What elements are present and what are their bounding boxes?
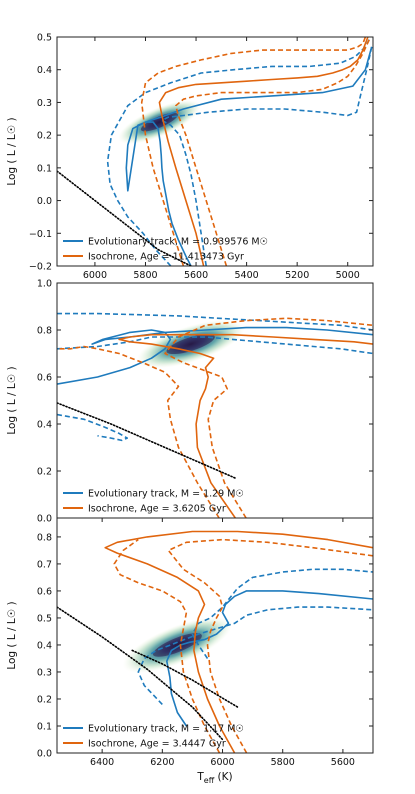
x-tick-label: 5600 <box>331 757 355 768</box>
panel-top-frame <box>56 36 374 267</box>
x-tick-label: 5400 <box>235 270 259 281</box>
y-tick-label: 0.1 <box>37 721 52 732</box>
isochrone-dashed-line <box>140 37 367 266</box>
legend-label-track: Evolutionary track, M = 1.17 M☉ <box>88 724 244 735</box>
y-tick-label: −0.1 <box>29 229 52 240</box>
panel-top-legend: Evolutionary track, M = 0.939576 M☉ Isoch… <box>63 237 268 263</box>
track-dashed-line <box>161 46 373 266</box>
x-tick-label: 6200 <box>150 757 174 768</box>
y-tick-label: 0.5 <box>37 613 52 624</box>
y-tick-label: 0.6 <box>37 373 52 384</box>
track-dashed-line <box>57 336 373 355</box>
y-tick-label: 0.4 <box>37 640 52 651</box>
y-tick-label: 0.8 <box>37 326 52 337</box>
panel-middle-ylabel: Log ( L / L☉ ) <box>6 366 18 434</box>
density-cloud-core <box>152 633 202 657</box>
y-tick-label: 0.0 <box>37 514 52 525</box>
isochrone-line <box>158 37 369 266</box>
legend-label-track: Evolutionary track, M = 0.939576 M☉ <box>88 237 268 248</box>
y-tick-label: 0.0 <box>37 196 52 207</box>
main-sequence-line <box>131 649 239 708</box>
y-tick-label: 0.7 <box>37 559 52 570</box>
y-tick-label: 0.1 <box>37 163 52 174</box>
main-sequence-line <box>57 402 237 479</box>
track-line <box>125 46 373 266</box>
y-tick-label: 0.0 <box>37 749 52 760</box>
track-dashed-line <box>106 37 372 266</box>
y-tick-label: 0.4 <box>37 65 52 76</box>
x-tick-label: 6000 <box>83 270 107 281</box>
panel-top: −0.2 −0.1 0.0 0.1 0.2 0.3 0.4 0.5 6000 5800 5600 54… <box>6 33 374 281</box>
y-tick-label: 0.2 <box>37 131 52 142</box>
panel-bottom: 0.0 0.1 0.2 0.3 0.4 0.5 0.6 0.7 0.8 6400 6200 6000 5… <box>6 517 374 768</box>
isochrone-line <box>118 333 373 518</box>
panel-bottom-ticks: 0.0 0.1 0.2 0.3 0.4 0.5 0.6 0.7 0.8 6400 6200 6000 5… <box>37 518 373 768</box>
legend-label-track: Evolutionary track, M = 1.29 M☉ <box>88 489 244 500</box>
panel-middle: 0.0 0.2 0.4 0.6 0.8 1.0 Log ( L / L☉ ) Evolut… <box>6 279 374 525</box>
isochrone-dashed-line <box>113 538 221 753</box>
panel-middle-legend: Evolutionary track, M = 1.29 M☉ Isochrone… <box>63 489 244 515</box>
y-tick-label: 0.5 <box>37 33 52 44</box>
main-sequence-line <box>57 170 192 266</box>
x-tick-label: 5600 <box>184 270 208 281</box>
x-tick-label: 5000 <box>336 270 360 281</box>
x-tick-label: 6000 <box>210 757 234 768</box>
y-tick-label: 1.0 <box>37 279 52 290</box>
track-dashed-line <box>191 568 373 659</box>
isochrone-dashed-line <box>167 538 373 753</box>
x-tick-label: 5800 <box>271 757 295 768</box>
y-tick-label: −0.2 <box>29 262 52 273</box>
panel-bottom-ylabel: Log ( L / L☉ ) <box>6 601 18 669</box>
panel-top-plot <box>57 37 373 266</box>
panel-middle-frame <box>56 282 374 519</box>
isochrone-dashed-line <box>57 345 220 518</box>
y-tick-label: 0.8 <box>37 532 52 543</box>
legend-label-isochrone: Isochrone, Age = 3.4447 Gyr <box>88 739 226 750</box>
x-tick-label: 5800 <box>133 270 157 281</box>
track-line <box>57 326 373 385</box>
panel-bottom-legend: Evolutionary track, M = 1.17 M☉ Isochrone… <box>63 724 244 750</box>
legend-label-isochrone: Isochrone, Age = 3.6205 Gyr <box>88 504 226 515</box>
y-tick-label: 0.6 <box>37 586 52 597</box>
y-tick-label: 0.3 <box>37 667 52 678</box>
panel-middle-plot <box>57 312 373 518</box>
legend-label-isochrone: Isochrone, Age = 11.413473 Gyr <box>88 252 244 263</box>
panel-bottom-plot <box>57 530 373 753</box>
y-tick-label: 0.4 <box>37 420 52 431</box>
isochrone-dashed-line <box>164 317 373 518</box>
y-tick-label: 0.2 <box>37 467 52 478</box>
panel-bottom-frame <box>56 517 374 754</box>
y-tick-label: 0.2 <box>37 694 52 705</box>
main-sequence-line <box>57 606 224 741</box>
x-axis-label: Teff (K) <box>196 771 232 785</box>
track-dashed-line <box>57 413 128 442</box>
panel-top-ylabel: Log ( L / L☉ ) <box>6 117 18 185</box>
y-tick-label: 0.3 <box>37 98 52 109</box>
isochrone-dashed-line <box>175 37 372 266</box>
x-tick-label: 5200 <box>285 270 309 281</box>
x-tick-label: 6400 <box>90 757 114 768</box>
panel-top-ticks: −0.2 −0.1 0.0 0.1 0.2 0.3 0.4 0.5 6000 5800 5600 54… <box>29 33 373 281</box>
track-line <box>166 590 373 727</box>
track-dashed-line <box>137 606 373 705</box>
isochrone-line <box>104 530 373 753</box>
track-dashed-line <box>57 312 373 331</box>
